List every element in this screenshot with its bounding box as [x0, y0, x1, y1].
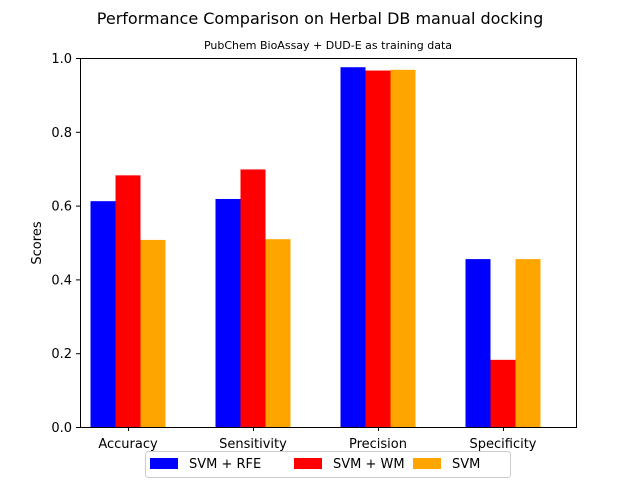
- bar-svm-rfe-sensitivity: [215, 198, 241, 427]
- bar-svm-wm-accuracy: [115, 175, 141, 427]
- legend-label: SVM + RFE: [189, 457, 261, 472]
- y-tick-label: 0.0: [51, 421, 72, 436]
- y-tick-label: 0.2: [51, 347, 72, 362]
- bars-group: [90, 67, 541, 428]
- bar-svm-sensitivity: [265, 239, 291, 427]
- y-tick-label: 0.4: [51, 273, 72, 288]
- chart-title: Performance Comparison on Herbal DB manu…: [97, 9, 543, 28]
- bar-svm-wm-sensitivity: [240, 169, 266, 428]
- x-tick-label-sensitivity: Sensitivity: [219, 437, 287, 452]
- bar-svm-rfe-specificity: [465, 259, 491, 427]
- legend-label: SVM + WM: [333, 457, 405, 472]
- y-axis: 0.0 0.2 0.4 0.6 0.8 1.0: [51, 52, 80, 436]
- x-tick-label-specificity: Specificity: [470, 437, 537, 452]
- bar-svm-wm-specificity: [490, 359, 516, 427]
- legend-swatch: [294, 458, 322, 469]
- y-tick-label: 0.6: [51, 200, 72, 215]
- bar-svm-specificity: [515, 259, 541, 427]
- legend-swatch: [413, 458, 441, 469]
- bar-svm-accuracy: [140, 239, 166, 427]
- x-tick-label-accuracy: Accuracy: [98, 437, 158, 452]
- bar-svm-rfe-precision: [340, 67, 366, 427]
- legend-swatch: [150, 458, 178, 469]
- bar-svm-rfe-accuracy: [90, 201, 116, 427]
- y-axis-label: Scores: [30, 221, 45, 264]
- legend-label: SVM: [452, 457, 480, 472]
- y-tick-label: 1.0: [51, 52, 72, 67]
- legend: SVM + RFE SVM + WM SVM: [145, 451, 511, 478]
- plot-frame: [80, 58, 577, 428]
- x-tick-label-precision: Precision: [349, 437, 407, 452]
- bar-svm-precision: [390, 69, 416, 428]
- bar-svm-wm-precision: [365, 70, 391, 428]
- chart-subtitle: PubChem BioAssay + DUD-E as training dat…: [204, 39, 452, 52]
- x-axis: Accuracy Sensitivity Precision Specificity: [98, 427, 537, 452]
- y-tick-label: 0.8: [51, 126, 72, 141]
